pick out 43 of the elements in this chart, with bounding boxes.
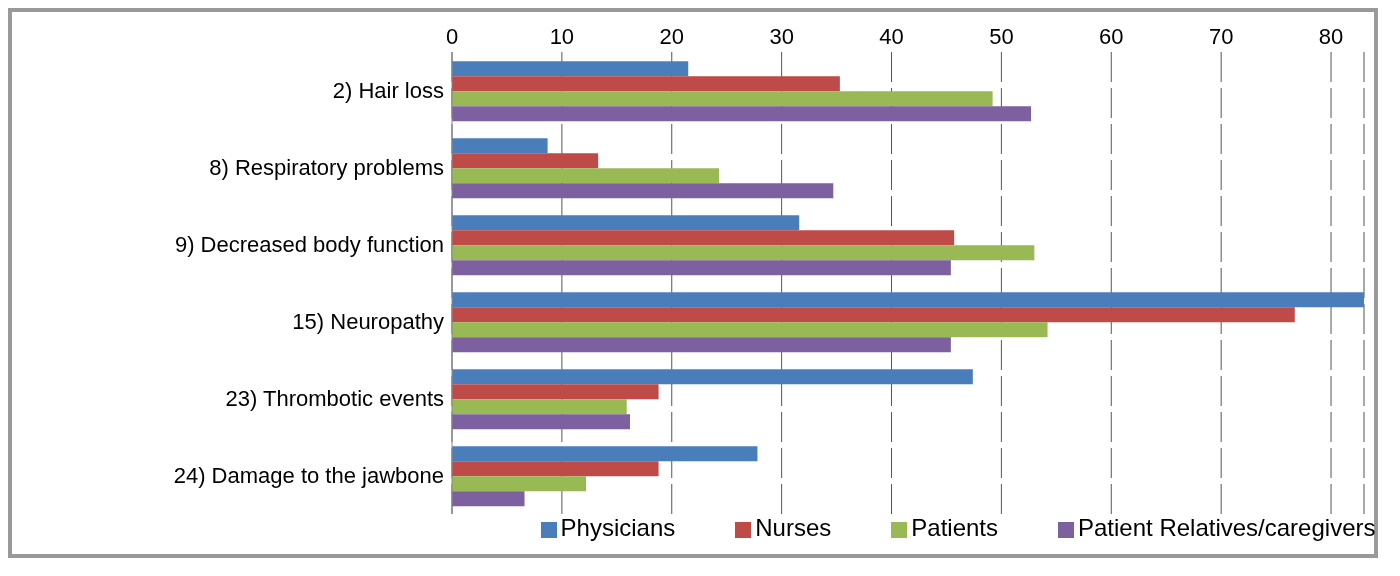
bar [452, 369, 973, 385]
x-tick-label: 20 [659, 24, 684, 49]
bar [452, 384, 659, 400]
bar [452, 260, 951, 276]
y-tick-label: 23) Thrombotic events [225, 386, 444, 412]
bar [452, 337, 951, 353]
bar [452, 307, 1295, 323]
bar [452, 245, 1035, 261]
bar [452, 292, 1364, 308]
bar [452, 106, 1032, 122]
bar [452, 76, 840, 92]
x-tick-label: 60 [1099, 24, 1124, 49]
bar [452, 153, 599, 169]
bar [452, 399, 627, 415]
x-tick-label: 40 [879, 24, 904, 49]
legend-label: Patient Relatives/caregivers [1078, 514, 1376, 541]
x-tick-label: 50 [989, 24, 1014, 49]
bar [452, 322, 1048, 338]
legend-label: Physicians [560, 514, 676, 541]
y-tick-label: 9) Decreased body function [174, 232, 444, 258]
bar [452, 168, 720, 184]
y-tick-label: 15) Neuropathy [292, 309, 444, 335]
y-tick-label: 8) Respiratory problems [209, 155, 444, 181]
y-tick-label: 24) Damage to the jawbone [173, 463, 444, 489]
legend-label: Nurses [755, 514, 832, 541]
legend-label: Patients [911, 514, 998, 541]
bar [452, 491, 525, 507]
x-tick-label: 70 [1208, 24, 1234, 49]
bar [452, 91, 993, 107]
bar [452, 230, 955, 246]
bar [452, 446, 758, 462]
bar [452, 183, 834, 199]
bar [452, 215, 800, 231]
x-tick-label: 30 [769, 24, 794, 49]
bar [452, 476, 587, 492]
y-tick-label: 2) Hair loss [332, 78, 444, 104]
bar [452, 61, 689, 77]
x-tick-label: 80 [1318, 24, 1344, 49]
bar [452, 461, 659, 477]
bar [452, 414, 630, 430]
x-tick-label: 0 [445, 24, 459, 49]
bar [452, 138, 548, 154]
x-tick-label: 10 [549, 24, 575, 49]
